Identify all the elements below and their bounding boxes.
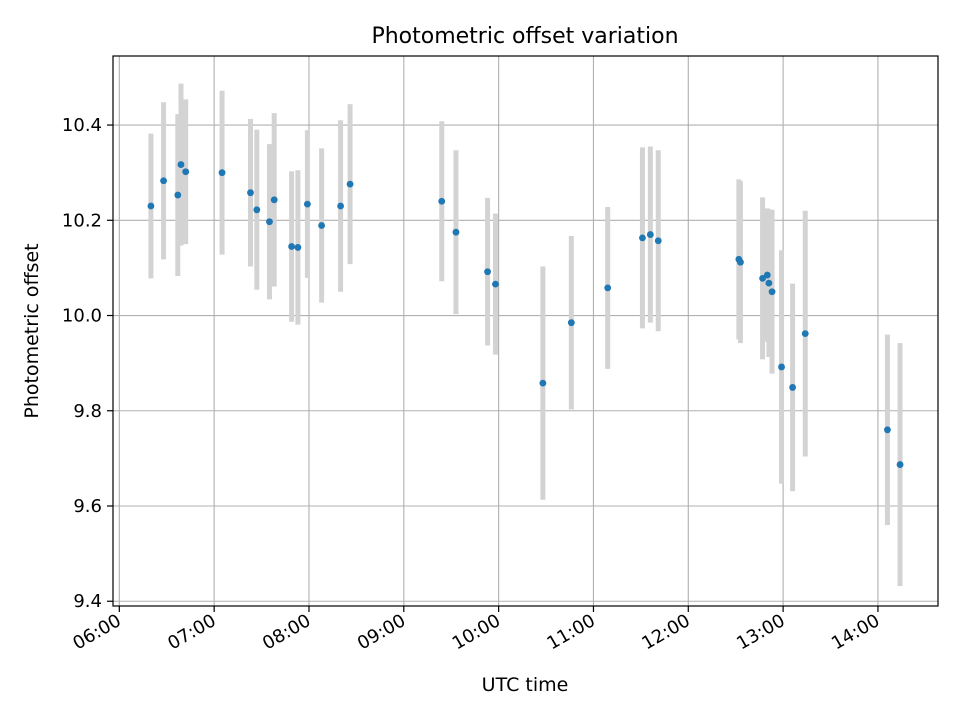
data-point — [346, 180, 354, 188]
data-point — [737, 258, 744, 266]
y-tick-label: 10.0 — [62, 306, 102, 327]
y-tick-label: 9.4 — [73, 591, 102, 612]
data-point — [303, 200, 311, 208]
data-point — [177, 161, 185, 168]
y-tick-label: 9.6 — [73, 496, 102, 517]
data-point — [763, 271, 771, 279]
data-point — [337, 202, 344, 210]
data-point — [318, 222, 326, 229]
data-point — [182, 168, 190, 176]
data-point — [288, 243, 295, 250]
data-point — [768, 288, 776, 296]
data-point — [654, 237, 662, 245]
data-point — [160, 177, 167, 185]
y-tick-label: 10.2 — [62, 210, 102, 231]
data-point — [147, 202, 155, 210]
data-points — [147, 161, 904, 468]
data-point — [604, 284, 612, 292]
grid-lines — [113, 56, 938, 606]
data-point — [270, 196, 278, 204]
x-axis-label: UTC time — [482, 674, 569, 696]
data-point — [294, 244, 302, 251]
data-point — [778, 363, 785, 371]
y-axis-label: Photometric offset — [21, 243, 43, 418]
data-point — [438, 197, 446, 205]
chart-title: Photometric offset variation — [371, 24, 678, 49]
data-point — [266, 218, 273, 226]
data-point — [765, 279, 773, 287]
data-point — [218, 169, 226, 177]
data-point — [567, 319, 575, 327]
data-point — [492, 280, 499, 288]
data-point — [884, 426, 891, 434]
plot-frame — [112, 55, 939, 607]
y-tick-label: 9.8 — [73, 401, 102, 422]
data-point — [539, 379, 547, 387]
data-point — [639, 234, 646, 242]
data-point — [452, 228, 460, 236]
data-point — [789, 384, 796, 391]
data-point — [646, 231, 654, 238]
data-point — [801, 330, 809, 338]
y-tick-label: 10.4 — [62, 115, 102, 136]
data-point — [759, 274, 766, 282]
data-point — [174, 191, 182, 199]
data-point — [896, 461, 904, 468]
data-point — [253, 206, 261, 214]
data-point — [247, 189, 254, 197]
data-point — [484, 268, 491, 276]
